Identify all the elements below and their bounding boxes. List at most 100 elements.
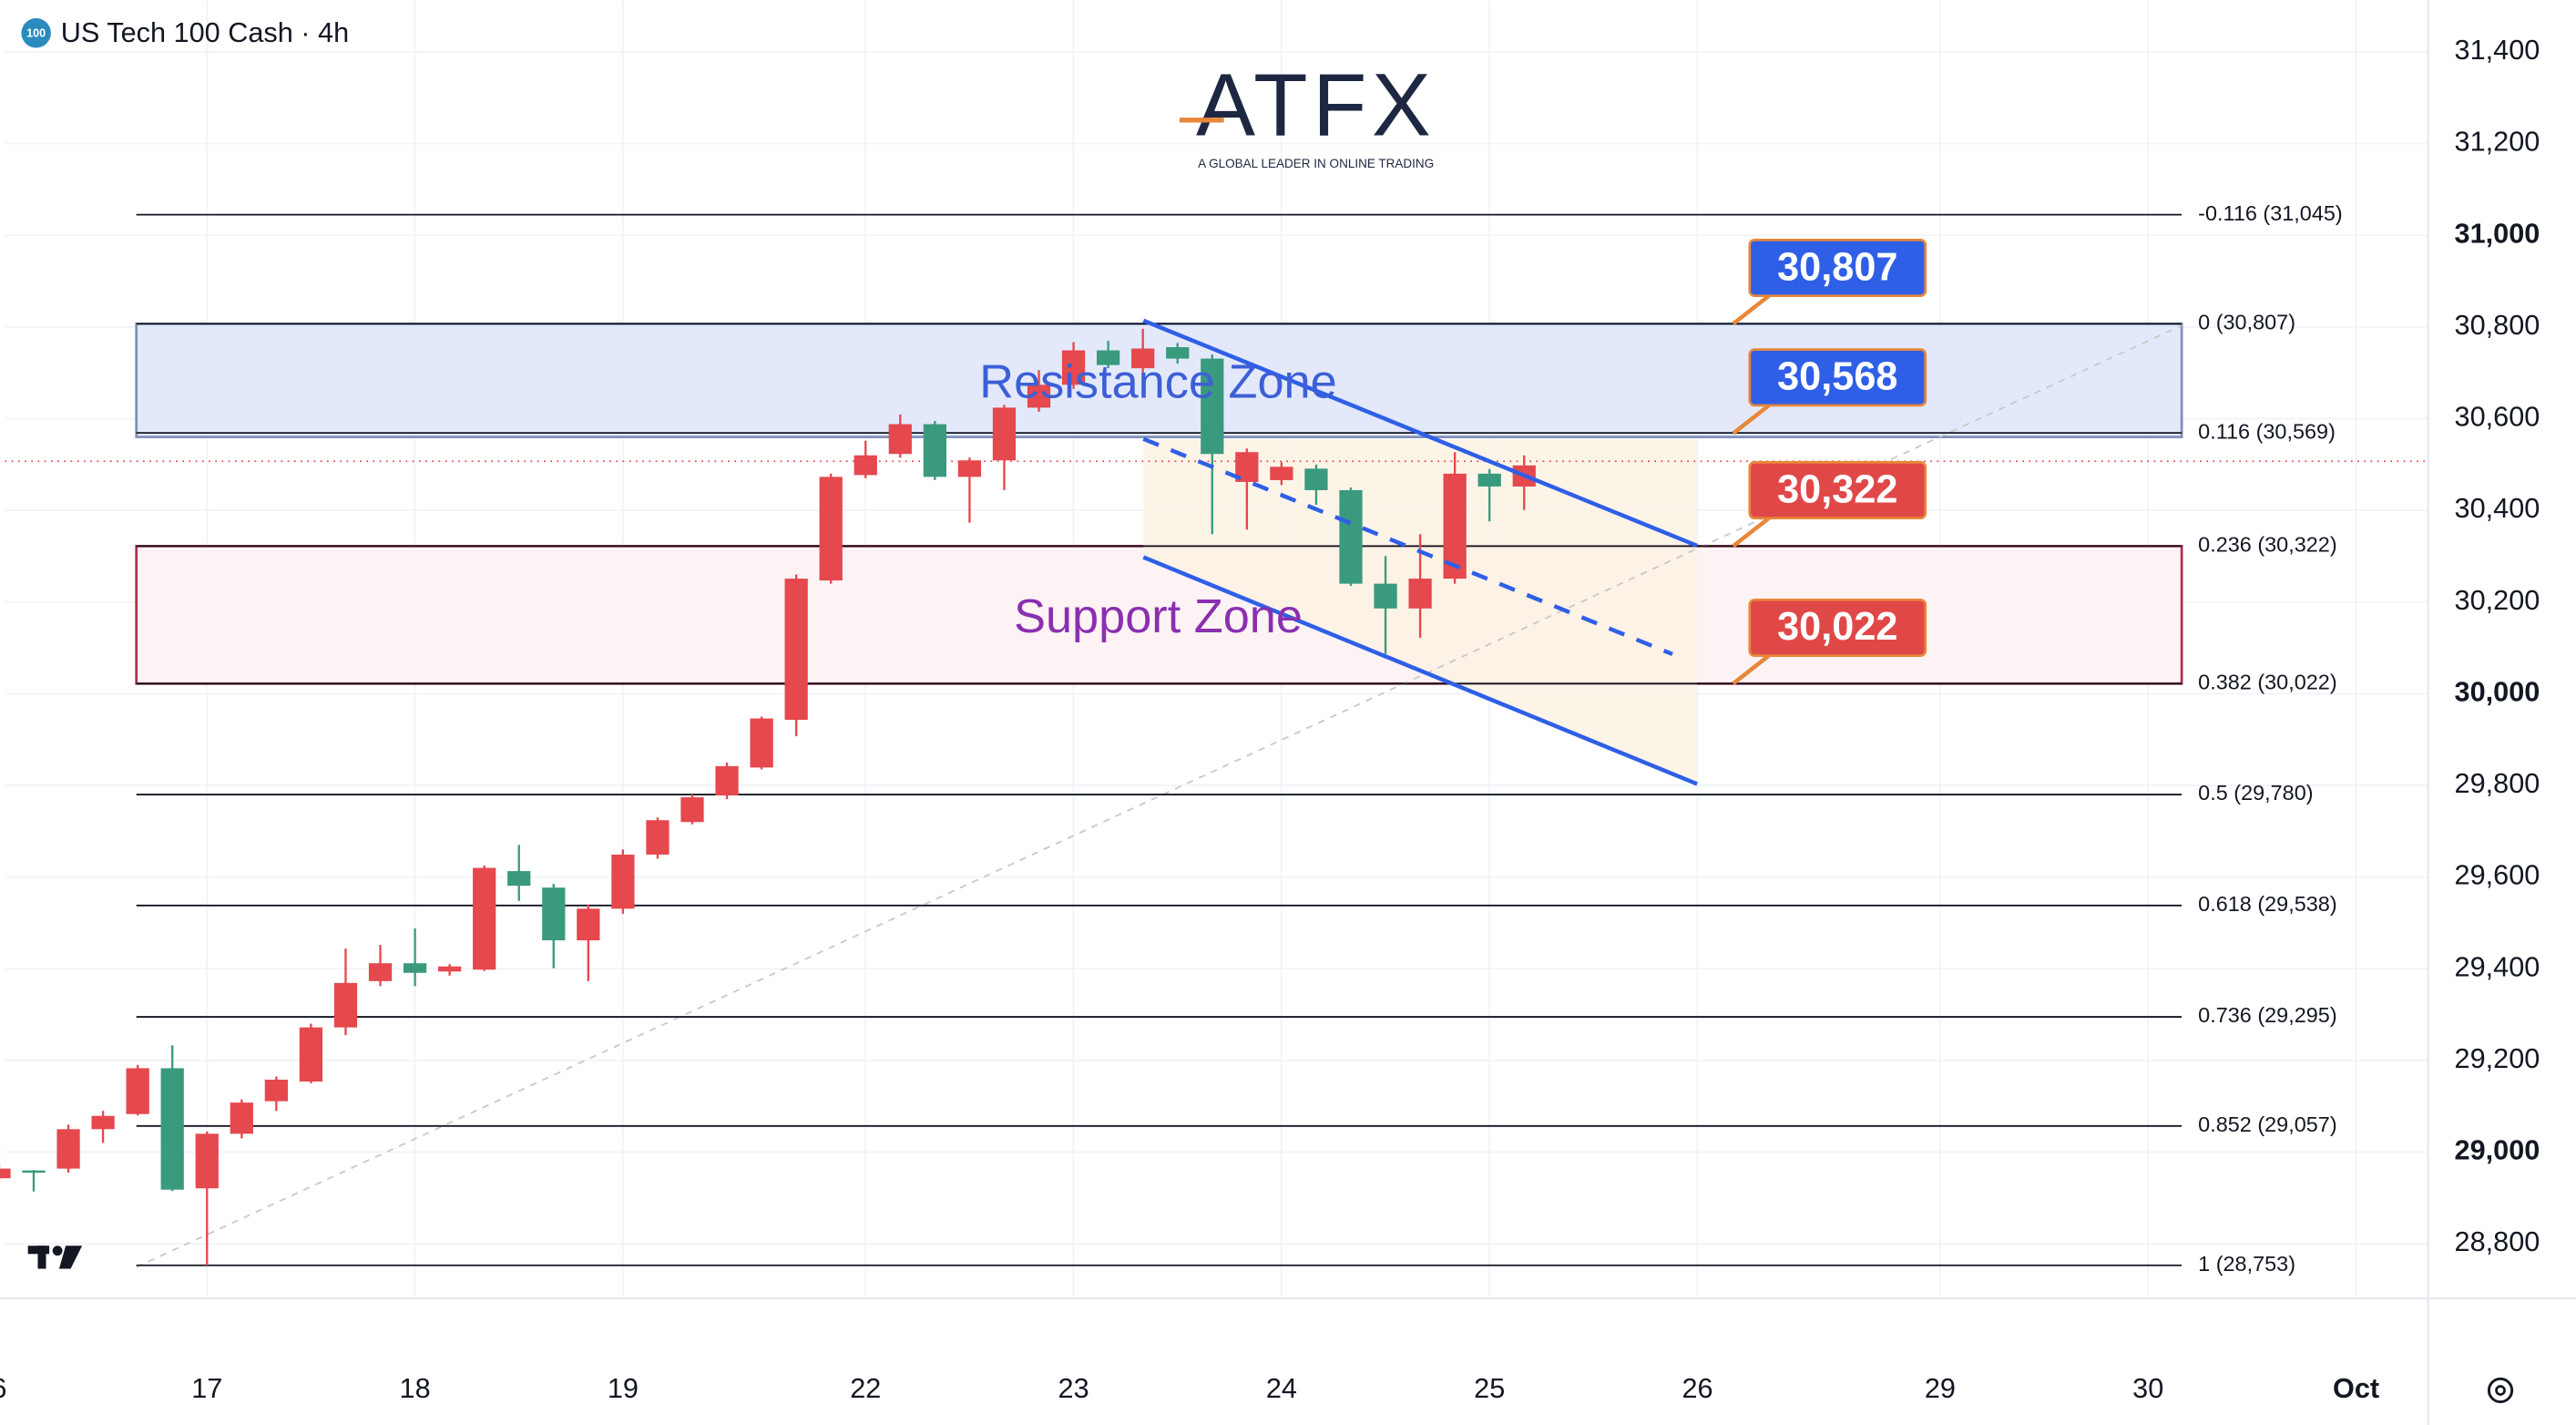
y-tick-label: 29,200 xyxy=(2455,1043,2540,1074)
price-tag xyxy=(1748,239,1927,298)
candle-body xyxy=(992,407,1017,461)
y-tick-label: 30,600 xyxy=(2455,402,2540,433)
x-tick-label: 30 xyxy=(2132,1373,2163,1404)
price-tag xyxy=(1748,598,1927,657)
x-tick-label: 18 xyxy=(400,1373,431,1404)
tag-callout xyxy=(1732,652,1773,686)
candle-body xyxy=(403,963,427,973)
tradingview-logo xyxy=(27,1246,83,1269)
tag-callout xyxy=(1732,402,1773,436)
candle-body xyxy=(473,867,496,970)
settings-icon[interactable] xyxy=(2487,1377,2514,1404)
candle-body xyxy=(1061,350,1086,385)
candle-body xyxy=(784,579,808,721)
x-tick-label: 24 xyxy=(1266,1373,1297,1404)
candle-body xyxy=(577,908,600,941)
fib-label: 1 (28,753) xyxy=(2198,1252,2295,1276)
symbol-badge xyxy=(21,17,51,48)
price-tag-label: 30,322 xyxy=(1777,467,1897,511)
settings-core[interactable] xyxy=(2495,1385,2506,1396)
fib-label: 0.5 (29,780) xyxy=(2198,781,2313,805)
logo-tagline: A GLOBAL LEADER IN ONLINE TRADING xyxy=(1198,157,1434,170)
price-tag-label: 30,568 xyxy=(1777,355,1897,399)
candle-body xyxy=(854,455,877,476)
badge-text: 100 xyxy=(26,26,46,39)
candle-body xyxy=(646,820,670,855)
candle-body xyxy=(56,1129,80,1169)
candle-body xyxy=(819,477,843,581)
candle-body xyxy=(22,1170,46,1174)
zone-label: Resistance Zone xyxy=(979,356,1336,409)
fib-label: 0.116 (30,569) xyxy=(2198,419,2336,443)
price-tag-label: 30,022 xyxy=(1777,605,1897,649)
candle-body xyxy=(126,1068,149,1114)
candle-body xyxy=(1270,466,1293,480)
fib-label: 0 (30,807) xyxy=(2198,311,2295,334)
logo: ATFX xyxy=(1196,56,1436,155)
channel-lower xyxy=(1142,555,1698,786)
y-tick-label: 29,800 xyxy=(2455,768,2540,799)
x-tick-label: 22 xyxy=(850,1373,881,1404)
settings-ring[interactable] xyxy=(2487,1377,2514,1404)
y-tick-label: 30,800 xyxy=(2455,310,2540,341)
candle-body xyxy=(230,1102,253,1134)
candle-body xyxy=(1374,583,1397,609)
candle-body xyxy=(299,1027,323,1082)
candle-body xyxy=(750,718,773,768)
candle-body xyxy=(264,1079,288,1102)
y-tick-label: 29,000 xyxy=(2455,1135,2540,1166)
candle-body xyxy=(160,1068,184,1190)
candle-body xyxy=(1477,473,1501,487)
candle-body xyxy=(715,765,739,796)
channel-mid xyxy=(1142,436,1673,657)
candle-body xyxy=(680,797,704,823)
y-tick-label: 29,400 xyxy=(2455,951,2540,982)
y-tick-label: 28,800 xyxy=(2455,1226,2540,1257)
candle-body xyxy=(542,887,566,941)
price-tag xyxy=(1748,348,1927,407)
x-tick-label: 23 xyxy=(1058,1373,1089,1404)
y-tick-label: 31,400 xyxy=(2455,35,2540,66)
tv-logo-part xyxy=(52,1246,63,1256)
candle-body xyxy=(0,1168,11,1179)
candle-body xyxy=(333,982,358,1028)
x-tick-label: 25 xyxy=(1474,1373,1505,1404)
candle-body xyxy=(1027,384,1051,408)
fib-label: -0.116 (31,045) xyxy=(2198,201,2343,225)
fib-label: 0.382 (30,022) xyxy=(2198,670,2336,693)
candle-body xyxy=(1339,489,1363,584)
x-tick-label: Oct xyxy=(2333,1373,2379,1404)
candle-body xyxy=(507,871,531,887)
candle-body xyxy=(438,966,462,972)
x-tick-label: 17 xyxy=(191,1373,222,1404)
candle-body xyxy=(923,424,946,477)
x-tick-label: 29 xyxy=(1925,1373,1956,1404)
tag-layer: Resistance Zone Support Zone 30,807 30,568 3… xyxy=(979,239,1927,686)
candle-body xyxy=(1131,348,1155,369)
y-tick-label: 29,600 xyxy=(2455,860,2540,891)
fib-label: 0.852 (29,057) xyxy=(2198,1112,2336,1136)
symbol-title[interactable]: US Tech 100 Cash · 4h xyxy=(61,17,349,48)
y-tick-label: 30,200 xyxy=(2455,585,2540,616)
fib-layer: -0.116 (31,045) 0 (30,807) 0.116 (30,569) 0… xyxy=(5,201,2428,1276)
y-tick-label: 31,200 xyxy=(2455,127,2540,158)
y-tick-label: 30,400 xyxy=(2455,493,2540,524)
candle-body xyxy=(957,460,982,477)
tv-logo-part xyxy=(58,1246,83,1269)
tag-callout xyxy=(1732,515,1773,548)
candle-body xyxy=(91,1115,115,1130)
candle-body xyxy=(1201,358,1224,455)
candle-body xyxy=(368,963,393,981)
x-tick-label: 26 xyxy=(1682,1373,1712,1404)
x-tick-label: 6 xyxy=(0,1373,6,1404)
axis-layer: 28,800 29,000 29,200 29,400 29,600 29,800 30,0… xyxy=(0,35,2540,1404)
price-tag-label: 30,807 xyxy=(1777,245,1897,289)
candle-body xyxy=(1408,579,1432,609)
channel-upper xyxy=(1142,318,1698,548)
candle-body xyxy=(1097,350,1120,365)
fib-label: 0.736 (29,295) xyxy=(2198,1003,2336,1027)
y-tick-label: 30,000 xyxy=(2455,676,2540,707)
